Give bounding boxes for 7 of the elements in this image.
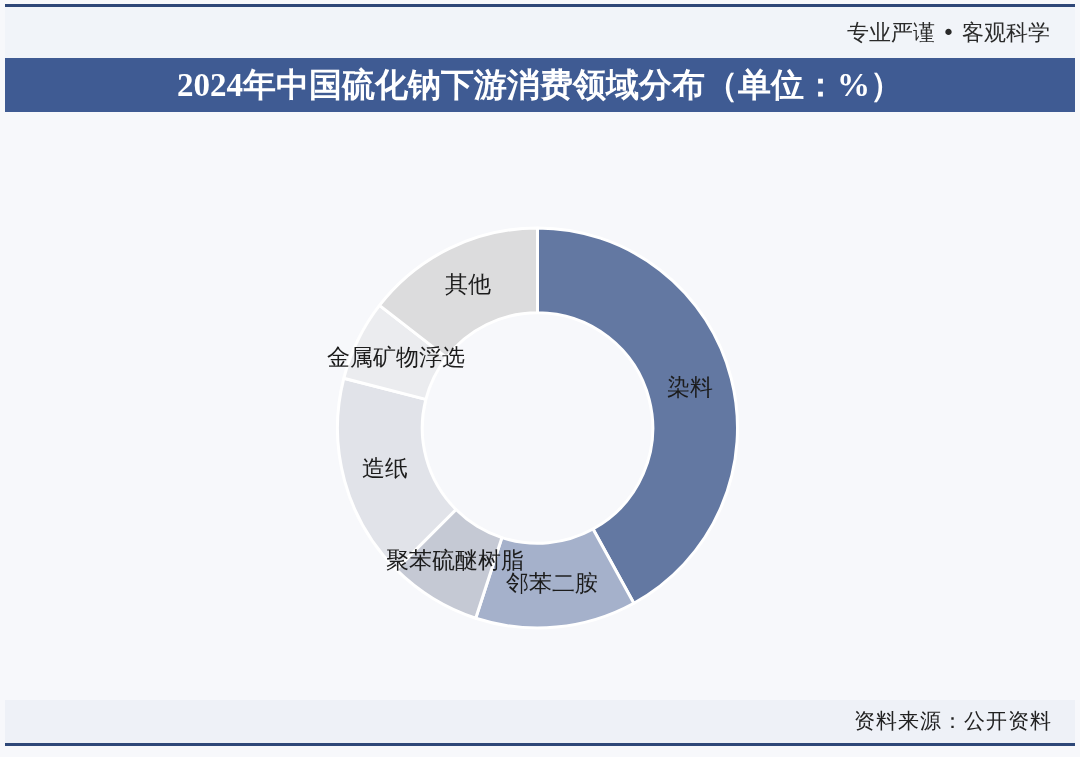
slice-label: 染料 — [667, 373, 714, 400]
chart-title: 2024年中国硫化钠下游消费领域分布（单位：%） — [5, 58, 1075, 112]
text: 资料来源：公开资料 — [854, 708, 1052, 735]
slice-label: 金属矿物浮选 — [326, 343, 465, 370]
slice-label: 造纸 — [362, 454, 409, 481]
slice-label: 其他 — [445, 271, 492, 298]
text: 专业严谨 • 客观科学 — [847, 19, 1050, 47]
